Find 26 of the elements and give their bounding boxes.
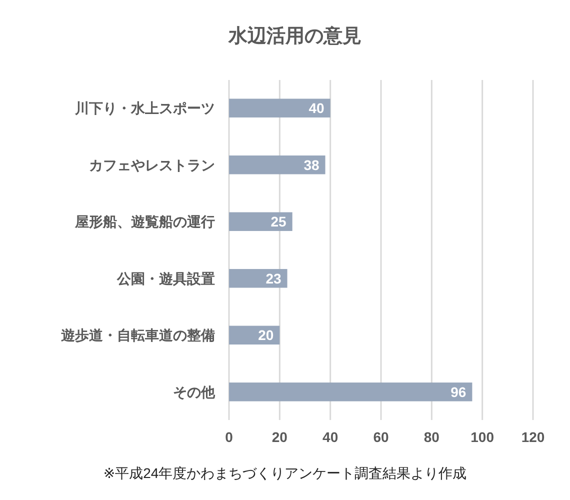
data-label: 38 xyxy=(304,156,320,173)
data-label: 40 xyxy=(308,100,325,116)
x-tick-label: 20 xyxy=(272,429,288,445)
y-tick-label: 遊歩道・自転車道の整備 xyxy=(61,327,215,344)
x-tick-label: 120 xyxy=(521,429,545,445)
chart-title: 水辺活用の意見 xyxy=(228,25,362,47)
y-tick-label: カフェやレストラン xyxy=(89,156,215,173)
data-label: 23 xyxy=(266,270,282,286)
text: ※平成24年度かわまちづくりアンケート調査結果より作成 xyxy=(103,465,467,481)
x-tick-label: 60 xyxy=(373,429,389,445)
bar xyxy=(229,212,292,231)
y-tick-label: 公園・遊具設置 xyxy=(116,270,215,286)
y-tick-label: 屋形船、遊覧船の運行 xyxy=(74,214,215,230)
x-tick-label: 0 xyxy=(225,429,234,445)
bar xyxy=(229,382,472,402)
x-tick-label: 100 xyxy=(470,429,494,445)
bar xyxy=(229,98,330,118)
y-tick-label: その他 xyxy=(173,384,216,400)
data-label: 20 xyxy=(258,327,274,344)
data-label: 96 xyxy=(450,384,466,400)
x-tick-label: 80 xyxy=(424,429,440,445)
y-tick-label: 川下り・水上スポーツ xyxy=(74,100,215,116)
x-tick-label: 40 xyxy=(322,429,338,445)
bar xyxy=(229,269,288,288)
bar xyxy=(229,155,326,174)
data-label: 25 xyxy=(270,214,287,230)
